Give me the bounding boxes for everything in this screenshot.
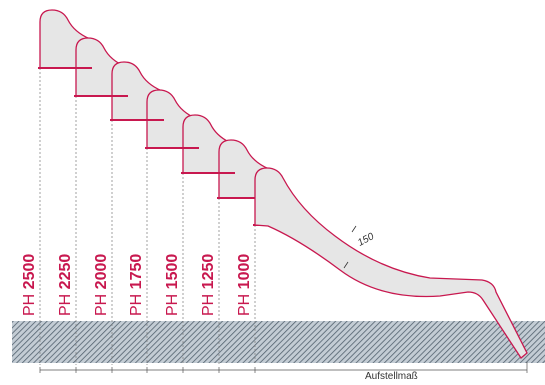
ph-height-value: 1750 [128,253,145,290]
ph-prefix: PH [128,293,145,316]
ph-label-1000: PH 1000 [236,253,253,316]
ph-height-value: 2500 [21,253,38,290]
ph-label-1500: PH 1500 [164,253,181,316]
thickness-marker [343,225,357,269]
ph-label-1250: PH 1250 [200,253,217,316]
ph-prefix: PH [236,293,253,316]
ph-label-1750: PH 1750 [128,253,145,316]
dimension-line [39,362,528,373]
ph-prefix: PH [164,293,181,316]
ph-height-value: 1000 [236,253,253,290]
ph-prefix: PH [21,293,38,316]
height-guide-lines [39,68,256,365]
aufstellmass-label: Aufstellmaß [365,371,418,382]
slide-heads [39,9,270,198]
ph-prefix: PH [93,293,110,316]
slide-full-1000 [254,167,528,359]
ph-height-value: 1250 [200,253,217,290]
ph-height-value: 1500 [164,253,181,290]
ph-height-value: 2250 [57,253,74,290]
ph-label-2250: PH 2250 [57,253,74,316]
ph-height-value: 2000 [93,253,110,290]
ph-prefix: PH [200,293,217,316]
ph-prefix: PH [57,293,74,316]
ph-label-2500: PH 2500 [21,253,38,316]
ph-label-2000: PH 2000 [93,253,110,316]
ground-hatch [12,321,545,363]
